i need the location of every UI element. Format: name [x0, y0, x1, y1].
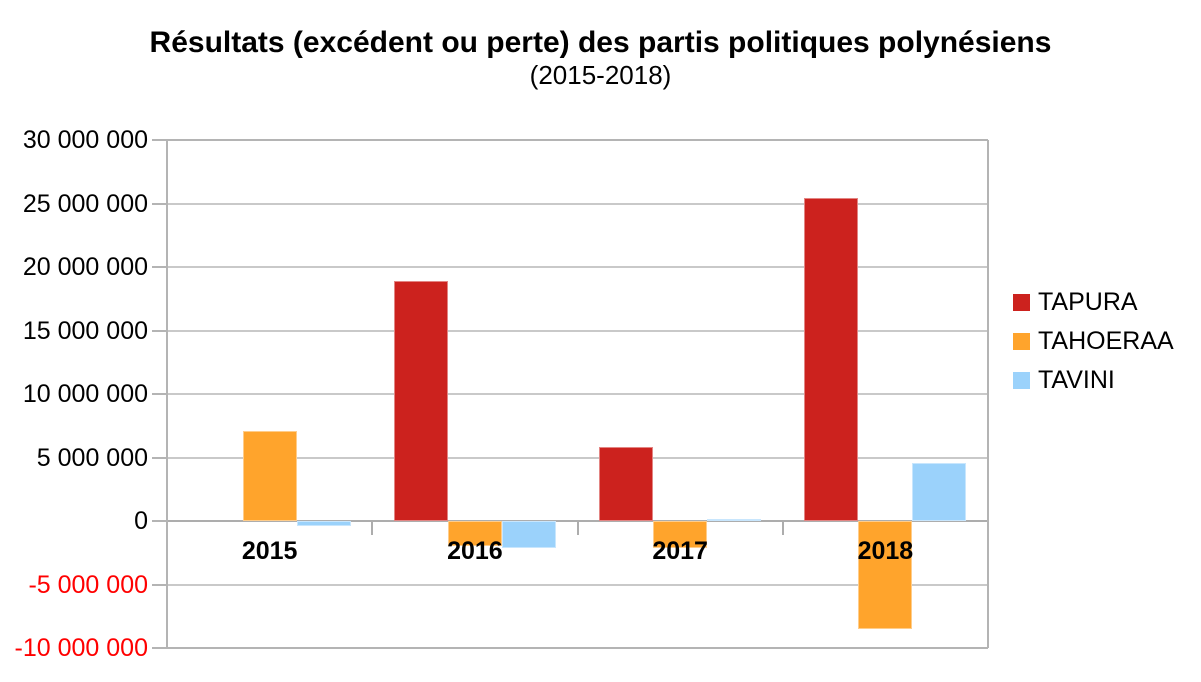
legend-label-tapura: TAPURA	[1038, 288, 1138, 316]
x-axis-tick	[781, 521, 784, 535]
gridline	[167, 583, 988, 586]
gridline	[167, 202, 988, 205]
y-axis-label: -10 000 000	[14, 634, 148, 662]
y-axis-label: 30 000 000	[22, 126, 148, 154]
gridline	[167, 456, 988, 459]
y-axis-tick	[152, 583, 167, 586]
chart-subtitle: (2015-2018)	[529, 60, 672, 90]
gridline	[167, 329, 988, 332]
legend: TAPURA TAHOERAA TAVINI	[1013, 283, 1174, 400]
y-axis-tick	[152, 139, 167, 141]
legend-swatch-tapura	[1013, 294, 1030, 311]
legend-item-tapura: TAPURA	[1013, 283, 1174, 322]
x-axis-label-2017: 2017	[652, 537, 708, 565]
bar-tahoeraa-2018	[858, 521, 913, 629]
legend-item-tavini: TAVINI	[1013, 361, 1174, 400]
gridline	[167, 139, 988, 141]
bar-tapura-2016	[393, 280, 448, 521]
gridline	[167, 266, 988, 268]
legend-item-tahoeraa: TAHOERAA	[1013, 322, 1174, 361]
y-axis-tick	[152, 266, 167, 268]
y-axis-tick	[152, 456, 167, 459]
y-axis-tick	[152, 202, 167, 205]
y-axis-label: 15 000 000	[22, 316, 148, 345]
x-axis-label-2018: 2018	[857, 537, 914, 565]
y-axis-label: 0	[134, 507, 148, 535]
gridline	[167, 647, 988, 649]
legend-label-tavini: TAVINI	[1038, 366, 1115, 394]
bar-tavini-2016	[501, 521, 556, 548]
y-axis-tick	[152, 520, 167, 522]
x-axis-label-2015: 2015	[241, 537, 298, 565]
bar-tavini-2018	[912, 462, 967, 521]
bar-tapura-2018	[804, 198, 859, 521]
y-axis-label: 10 000 000	[22, 380, 148, 408]
legend-label-tahoeraa: TAHOERAA	[1038, 327, 1174, 355]
gridline	[167, 393, 988, 395]
bar-tahoeraa-2017	[653, 521, 708, 548]
y-axis-label: -5 000 000	[28, 570, 148, 599]
x-axis-label-2016: 2016	[447, 537, 503, 565]
y-axis-tick	[152, 329, 167, 332]
bar-tahoeraa-2015	[242, 430, 297, 521]
plot-right-border	[987, 140, 989, 648]
x-axis-tick	[371, 521, 374, 535]
bar-tahoeraa-2016	[447, 521, 502, 547]
y-axis-tick	[152, 647, 167, 649]
legend-swatch-tahoeraa	[1013, 333, 1030, 350]
y-axis-label: 5 000 000	[36, 443, 148, 472]
y-axis-tick	[152, 393, 167, 395]
y-axis-label: 20 000 000	[22, 253, 148, 281]
y-axis-label: 25 000 000	[22, 189, 148, 218]
bar-tavini-2017	[707, 519, 762, 522]
plot-left-border	[166, 140, 168, 648]
x-axis-tick	[576, 521, 579, 535]
bar-tapura-2017	[599, 447, 654, 521]
chart-title: Résultats (excédent ou perte) des partis…	[149, 26, 1052, 59]
bar-tavini-2015	[296, 521, 351, 527]
legend-swatch-tavini	[1013, 372, 1030, 389]
